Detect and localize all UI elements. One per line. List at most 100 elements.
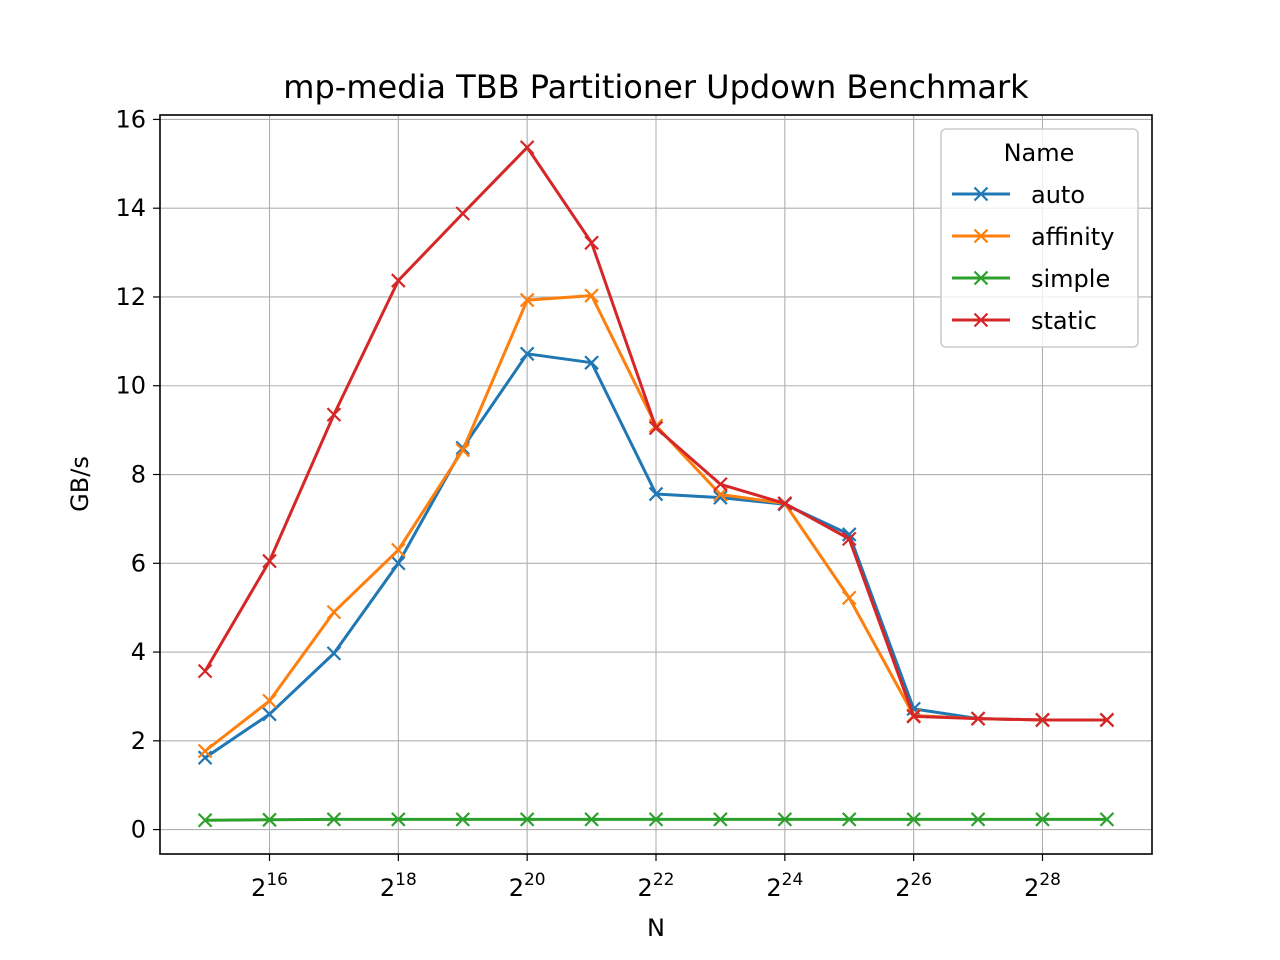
y-tick-label: 0 bbox=[131, 816, 146, 844]
data-point-static bbox=[906, 709, 921, 724]
y-axis-label: GB/s bbox=[66, 456, 94, 512]
x-tick-label: 220 bbox=[509, 870, 546, 902]
data-point-static bbox=[1099, 712, 1115, 728]
data-point-affinity bbox=[584, 288, 599, 303]
data-point-auto bbox=[648, 486, 664, 502]
y-tick-label: 4 bbox=[131, 638, 146, 666]
data-point-simple bbox=[841, 812, 857, 827]
data-point-simple bbox=[970, 812, 986, 827]
data-point-simple bbox=[455, 812, 471, 827]
data-point-affinity bbox=[455, 442, 471, 458]
data-point-static bbox=[648, 420, 664, 436]
data-point-auto bbox=[391, 556, 406, 571]
data-point-affinity bbox=[262, 693, 277, 709]
x-tick-label: 226 bbox=[895, 870, 932, 902]
x-tick-exponent: 28 bbox=[1039, 870, 1061, 890]
x-tick-exponent: 22 bbox=[653, 870, 675, 890]
data-point-simple bbox=[197, 812, 213, 828]
x-tick-base: 2 bbox=[380, 874, 395, 902]
y-tick-label: 12 bbox=[115, 283, 146, 311]
x-tick-exponent: 18 bbox=[395, 870, 417, 890]
data-point-auto bbox=[519, 346, 535, 362]
data-point-auto bbox=[584, 355, 599, 370]
x-tick-label: 228 bbox=[1024, 870, 1061, 902]
x-tick-label: 218 bbox=[380, 870, 417, 902]
data-point-static bbox=[841, 531, 857, 547]
legend-box bbox=[940, 128, 1139, 348]
data-point-simple bbox=[326, 812, 342, 827]
data-point-auto bbox=[713, 490, 728, 505]
data-point-simple bbox=[777, 812, 793, 827]
legend-title: Name bbox=[1004, 139, 1075, 167]
data-point-simple bbox=[262, 812, 277, 828]
data-point-static bbox=[519, 140, 535, 155]
legend-label: static bbox=[1031, 307, 1097, 335]
legend-swatch-marker bbox=[973, 228, 989, 244]
series-layer bbox=[197, 140, 1115, 828]
series-static bbox=[197, 140, 1115, 728]
data-point-affinity bbox=[841, 590, 857, 606]
y-tick-label: 2 bbox=[131, 727, 146, 755]
x-tick-base: 2 bbox=[251, 874, 266, 902]
legend-label: affinity bbox=[1031, 223, 1114, 251]
data-point-static bbox=[970, 711, 986, 726]
data-point-simple bbox=[519, 812, 535, 827]
x-tick-label: 216 bbox=[251, 870, 288, 902]
data-point-affinity bbox=[326, 604, 342, 620]
data-point-static bbox=[391, 273, 406, 288]
x-tick-base: 2 bbox=[1024, 874, 1039, 902]
data-point-auto bbox=[262, 706, 277, 722]
legend-entry-affinity: affinity bbox=[952, 223, 1114, 251]
data-point-simple bbox=[713, 812, 728, 827]
x-tick-exponent: 26 bbox=[910, 870, 932, 890]
legend-label: simple bbox=[1031, 265, 1110, 293]
legend-swatch-marker bbox=[973, 312, 989, 328]
grid bbox=[160, 115, 1152, 854]
y-tick-label: 16 bbox=[115, 105, 146, 133]
data-point-static bbox=[1035, 712, 1050, 728]
data-point-static bbox=[326, 407, 342, 422]
y-tick-label: 14 bbox=[115, 194, 146, 222]
x-axis-label: N bbox=[647, 914, 665, 942]
x-tick-label: 224 bbox=[766, 870, 803, 902]
data-point-simple bbox=[1035, 812, 1050, 827]
x-axis-ticks: 216 218 220 222 224 226 228 bbox=[251, 854, 1061, 902]
data-point-simple bbox=[1099, 812, 1115, 827]
y-tick-label: 10 bbox=[115, 372, 146, 400]
x-tick-base: 2 bbox=[638, 874, 653, 902]
data-point-auto bbox=[841, 527, 857, 542]
data-point-affinity bbox=[391, 542, 406, 558]
x-tick-exponent: 16 bbox=[266, 870, 288, 890]
legend-entry-simple: simple bbox=[952, 265, 1110, 293]
legend-entry-static: static bbox=[952, 307, 1097, 335]
legend-swatch-marker bbox=[973, 186, 989, 202]
data-point-static bbox=[713, 477, 728, 492]
data-point-simple bbox=[906, 812, 921, 827]
data-point-simple bbox=[584, 812, 599, 827]
y-axis-ticks: 0 2 4 6 8 10 12 14 16 bbox=[115, 105, 160, 844]
data-point-auto bbox=[197, 750, 213, 765]
data-point-simple bbox=[391, 812, 406, 827]
y-tick-label: 6 bbox=[131, 549, 146, 577]
x-tick-base: 2 bbox=[509, 874, 524, 902]
data-point-static bbox=[197, 663, 213, 679]
legend-entry-auto: auto bbox=[952, 181, 1085, 209]
legend-swatch-marker bbox=[973, 270, 989, 286]
data-point-simple bbox=[648, 812, 664, 827]
legend-label: auto bbox=[1031, 181, 1085, 209]
data-point-static bbox=[455, 206, 471, 221]
data-point-static bbox=[584, 235, 599, 251]
data-point-affinity bbox=[197, 743, 213, 759]
data-point-auto bbox=[326, 646, 342, 661]
x-tick-exponent: 20 bbox=[524, 870, 546, 890]
x-tick-base: 2 bbox=[895, 874, 910, 902]
legend: Name auto affinity simple static bbox=[940, 128, 1139, 348]
data-point-static bbox=[262, 553, 277, 569]
data-point-static bbox=[777, 496, 793, 511]
x-tick-exponent: 24 bbox=[782, 870, 804, 890]
x-tick-label: 222 bbox=[638, 870, 675, 902]
series-simple bbox=[197, 812, 1115, 828]
legend-entries: auto affinity simple static bbox=[952, 181, 1114, 335]
data-point-affinity bbox=[519, 292, 535, 308]
